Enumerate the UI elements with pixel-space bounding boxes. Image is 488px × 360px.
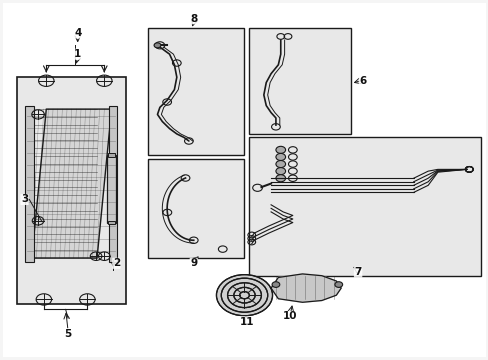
Bar <box>249 138 480 276</box>
Bar <box>17 77 126 304</box>
Bar <box>147 159 244 258</box>
Text: 6: 6 <box>359 76 366 86</box>
Text: 1: 1 <box>74 49 81 59</box>
Polygon shape <box>270 274 341 302</box>
Circle shape <box>271 282 279 287</box>
Bar <box>249 28 350 134</box>
Polygon shape <box>32 109 111 258</box>
Bar <box>147 28 244 155</box>
Text: 11: 11 <box>239 317 254 327</box>
Text: 8: 8 <box>190 14 197 24</box>
Text: 9: 9 <box>190 258 197 268</box>
Bar <box>24 105 34 261</box>
Circle shape <box>275 153 285 161</box>
Circle shape <box>275 161 285 168</box>
Text: 5: 5 <box>64 329 72 339</box>
Text: 10: 10 <box>283 311 297 321</box>
Text: 4: 4 <box>74 28 81 38</box>
Circle shape <box>275 168 285 175</box>
Circle shape <box>216 275 272 316</box>
Text: 3: 3 <box>21 194 28 204</box>
Bar <box>107 153 115 157</box>
Circle shape <box>154 43 161 48</box>
Bar <box>107 221 115 224</box>
Bar <box>106 155 116 222</box>
Text: 2: 2 <box>113 258 120 268</box>
Circle shape <box>334 282 342 287</box>
Text: 7: 7 <box>354 267 361 277</box>
Bar <box>109 105 117 261</box>
Circle shape <box>275 146 285 153</box>
Circle shape <box>275 175 285 182</box>
